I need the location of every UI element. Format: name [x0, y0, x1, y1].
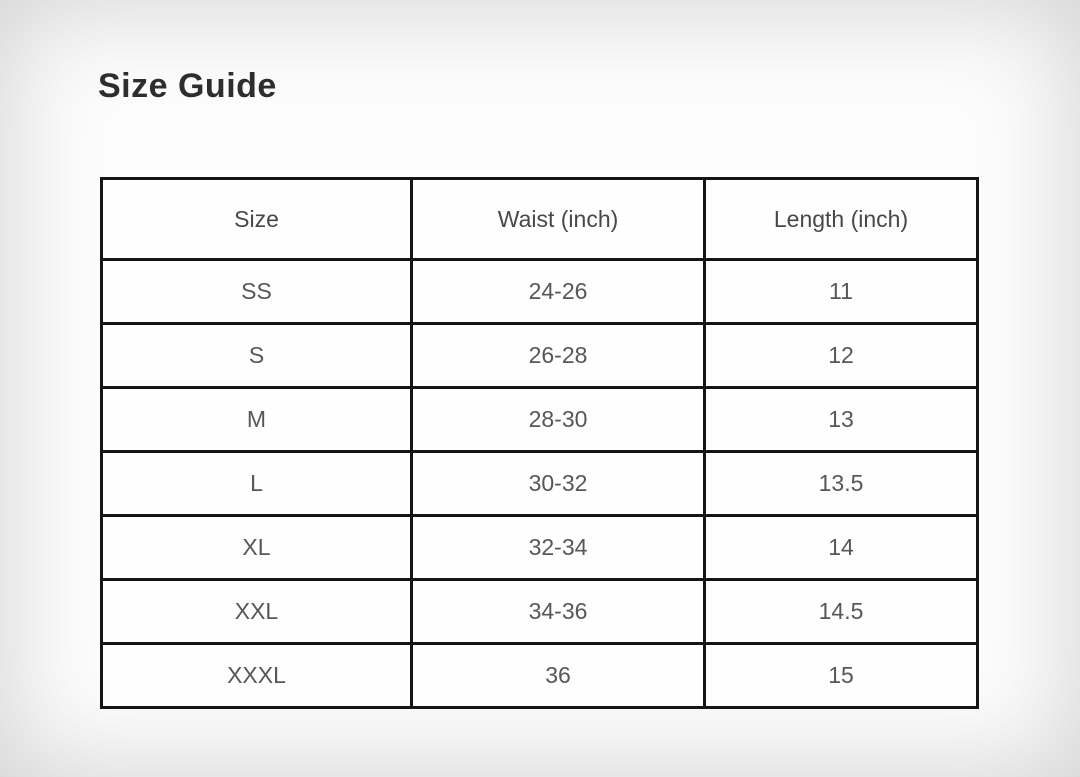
cell-size: M — [100, 386, 413, 453]
cell-length: 13.5 — [703, 450, 979, 517]
cell-size: SS — [100, 258, 413, 325]
cell-length: 14 — [703, 514, 979, 581]
table-row: L 30-32 13.5 — [100, 450, 979, 517]
column-header-length: Length (inch) — [703, 177, 979, 261]
cell-waist: 36 — [410, 642, 706, 709]
cell-length: 15 — [703, 642, 979, 709]
cell-size: XXXL — [100, 642, 413, 709]
cell-waist: 26-28 — [410, 322, 706, 389]
table-row: SS 24-26 11 — [100, 258, 979, 325]
cell-length: 12 — [703, 322, 979, 389]
column-header-size: Size — [100, 177, 413, 261]
cell-length: 14.5 — [703, 578, 979, 645]
size-guide-table: Size Waist (inch) Length (inch) SS 24-26… — [100, 177, 979, 709]
page-title: Size Guide — [98, 67, 277, 105]
cell-waist: 28-30 — [410, 386, 706, 453]
cell-size: XL — [100, 514, 413, 581]
table-row: XXXL 36 15 — [100, 642, 979, 709]
cell-waist: 30-32 — [410, 450, 706, 517]
cell-length: 11 — [703, 258, 979, 325]
cell-size: S — [100, 322, 413, 389]
table-row: XXL 34-36 14.5 — [100, 578, 979, 645]
cell-length: 13 — [703, 386, 979, 453]
table-row: S 26-28 12 — [100, 322, 979, 389]
column-header-waist: Waist (inch) — [410, 177, 706, 261]
table-row: XL 32-34 14 — [100, 514, 979, 581]
cell-waist: 34-36 — [410, 578, 706, 645]
table-header-row: Size Waist (inch) Length (inch) — [100, 177, 979, 261]
cell-size: XXL — [100, 578, 413, 645]
table-row: M 28-30 13 — [100, 386, 979, 453]
cell-waist: 24-26 — [410, 258, 706, 325]
cell-waist: 32-34 — [410, 514, 706, 581]
cell-size: L — [100, 450, 413, 517]
